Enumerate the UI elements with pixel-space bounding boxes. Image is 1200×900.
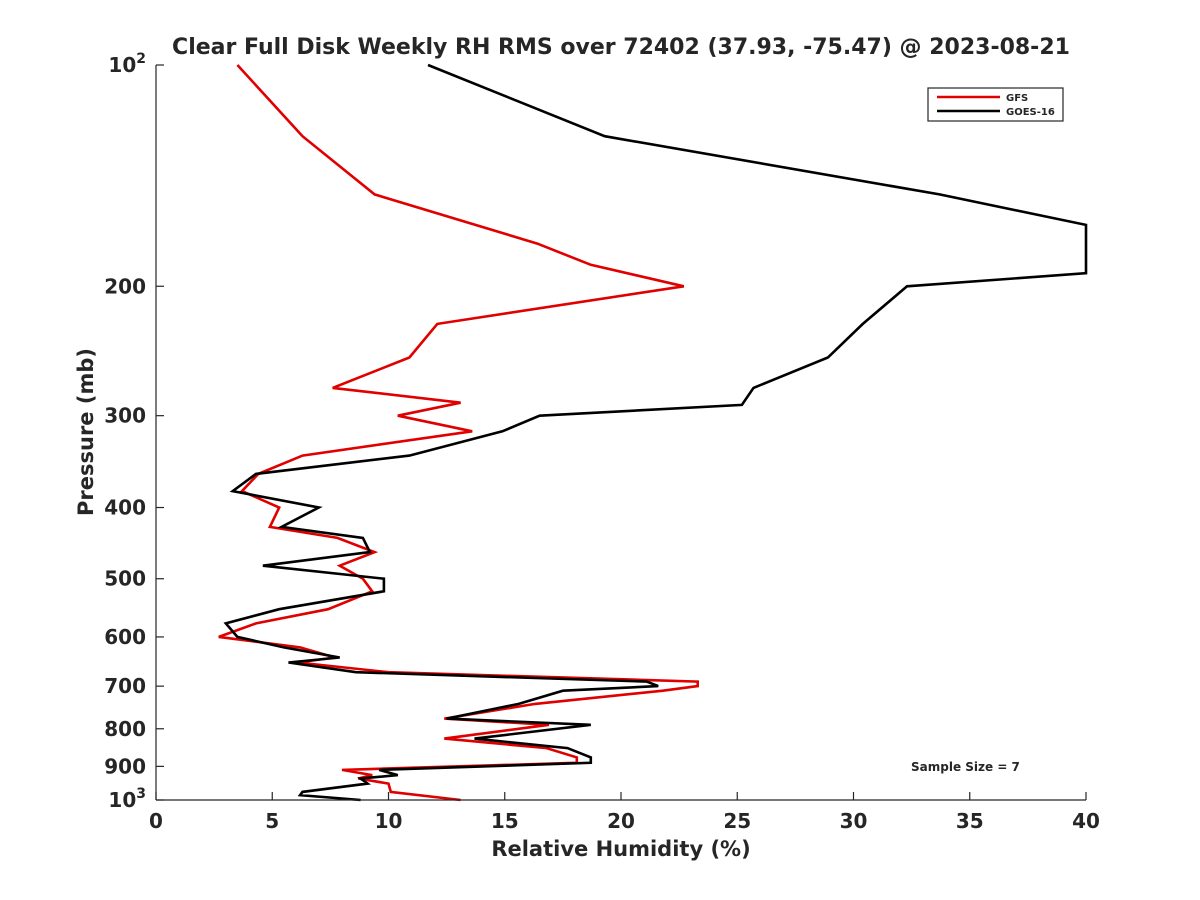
x-tick-label: 25 xyxy=(723,809,751,833)
y-tick-label: 500 xyxy=(104,567,146,591)
y-tick-label: 300 xyxy=(104,404,146,428)
x-tick-label: 40 xyxy=(1072,809,1100,833)
y-tick-base: 600 xyxy=(104,625,146,649)
sample-size-annotation: Sample Size = 7 xyxy=(911,760,1020,774)
y-tick-label: 800 xyxy=(104,717,146,741)
y-tick-label: 900 xyxy=(104,754,146,778)
legend-label-gfs: GFS xyxy=(1006,93,1028,104)
y-tick-exponent: 2 xyxy=(136,51,146,67)
series-line-goes16 xyxy=(223,63,1088,802)
y-axis-label: Pressure (mb) xyxy=(74,348,98,516)
y-tick-label: 700 xyxy=(104,674,146,698)
x-tick-label: 5 xyxy=(265,809,279,833)
y-tick-exponent: 3 xyxy=(136,786,146,802)
x-tick-label: 30 xyxy=(840,809,868,833)
legend-box xyxy=(927,87,1064,122)
x-tick-label: 20 xyxy=(607,809,635,833)
y-tick-base: 400 xyxy=(104,496,146,520)
x-axis-label: Relative Humidity (%) xyxy=(491,837,750,861)
x-tick-label: 0 xyxy=(149,809,163,833)
y-tick-base: 800 xyxy=(104,717,146,741)
y-tick-base: 500 xyxy=(104,567,146,591)
x-tick-label: 35 xyxy=(956,809,984,833)
x-ticks: 0 5 10 15 20 25 30 35 40 xyxy=(149,792,1100,833)
y-tick-label: 600 xyxy=(104,625,146,649)
y-tick-base: 10 xyxy=(108,788,136,812)
plot-area xyxy=(156,65,1086,800)
series-line-gfs xyxy=(218,64,700,802)
y-tick-base: 200 xyxy=(104,274,146,298)
y-tick-base: 900 xyxy=(104,754,146,778)
y-tick-base: 300 xyxy=(104,404,146,428)
y-tick-label: 102 xyxy=(108,51,146,77)
legend-label-goes16: GOES-16 xyxy=(1006,107,1055,118)
y-tick-label: 400 xyxy=(104,496,146,520)
y-tick-label: 103 xyxy=(108,786,146,812)
chart-title: Clear Full Disk Weekly RH RMS over 72402… xyxy=(172,35,1070,60)
y-tick-base: 10 xyxy=(108,53,136,77)
x-tick-label: 10 xyxy=(375,809,403,833)
legend: GFS GOES-16 xyxy=(927,87,1064,122)
series-layer xyxy=(218,63,1088,802)
y-tick-label: 200 xyxy=(104,274,146,298)
x-tick-label: 15 xyxy=(491,809,519,833)
y-tick-base: 700 xyxy=(104,674,146,698)
